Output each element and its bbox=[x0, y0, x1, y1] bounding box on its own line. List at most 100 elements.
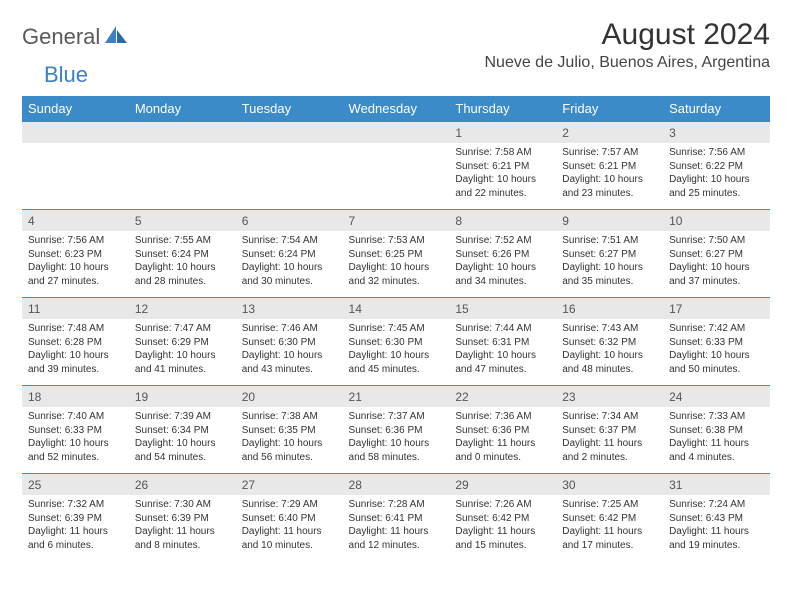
daylight-text-1: Daylight: 10 hours bbox=[455, 173, 550, 187]
day-number: 28 bbox=[343, 474, 450, 495]
day-number: 31 bbox=[663, 474, 770, 495]
daylight-text-1: Daylight: 10 hours bbox=[669, 349, 764, 363]
logo-text-blue: Blue bbox=[44, 62, 88, 88]
sunrise-text: Sunrise: 7:47 AM bbox=[135, 322, 230, 336]
calendar-cell: 10Sunrise: 7:50 AMSunset: 6:27 PMDayligh… bbox=[663, 210, 770, 298]
day-header: Saturday bbox=[663, 96, 770, 122]
title-block: August 2024 Nueve de Julio, Buenos Aires… bbox=[484, 18, 770, 72]
day-details: Sunrise: 7:53 AMSunset: 6:25 PMDaylight:… bbox=[343, 231, 450, 292]
sunrise-text: Sunrise: 7:26 AM bbox=[455, 498, 550, 512]
calendar-cell: 31Sunrise: 7:24 AMSunset: 6:43 PMDayligh… bbox=[663, 474, 770, 562]
day-details: Sunrise: 7:30 AMSunset: 6:39 PMDaylight:… bbox=[129, 495, 236, 556]
day-details: Sunrise: 7:33 AMSunset: 6:38 PMDaylight:… bbox=[663, 407, 770, 468]
sunrise-text: Sunrise: 7:37 AM bbox=[349, 410, 444, 424]
day-details: Sunrise: 7:56 AMSunset: 6:22 PMDaylight:… bbox=[663, 143, 770, 204]
calendar-cell: 29Sunrise: 7:26 AMSunset: 6:42 PMDayligh… bbox=[449, 474, 556, 562]
day-header: Wednesday bbox=[343, 96, 450, 122]
day-number: 27 bbox=[236, 474, 343, 495]
day-number: 13 bbox=[236, 298, 343, 319]
day-number: 12 bbox=[129, 298, 236, 319]
day-number: 3 bbox=[663, 122, 770, 143]
calendar-cell: 13Sunrise: 7:46 AMSunset: 6:30 PMDayligh… bbox=[236, 298, 343, 386]
calendar-cell: 9Sunrise: 7:51 AMSunset: 6:27 PMDaylight… bbox=[556, 210, 663, 298]
calendar-cell-empty bbox=[236, 122, 343, 210]
day-number: 5 bbox=[129, 210, 236, 231]
day-number: 8 bbox=[449, 210, 556, 231]
calendar-cell: 24Sunrise: 7:33 AMSunset: 6:38 PMDayligh… bbox=[663, 386, 770, 474]
calendar-week-row: 1Sunrise: 7:58 AMSunset: 6:21 PMDaylight… bbox=[22, 122, 770, 210]
day-number: 21 bbox=[343, 386, 450, 407]
sunset-text: Sunset: 6:36 PM bbox=[455, 424, 550, 438]
sunset-text: Sunset: 6:34 PM bbox=[135, 424, 230, 438]
calendar-cell: 27Sunrise: 7:29 AMSunset: 6:40 PMDayligh… bbox=[236, 474, 343, 562]
daylight-text-2: and 50 minutes. bbox=[669, 363, 764, 377]
day-number: 9 bbox=[556, 210, 663, 231]
calendar-cell-empty bbox=[129, 122, 236, 210]
daylight-text-2: and 22 minutes. bbox=[455, 187, 550, 201]
calendar-cell: 16Sunrise: 7:43 AMSunset: 6:32 PMDayligh… bbox=[556, 298, 663, 386]
logo-text-general: General bbox=[22, 24, 100, 50]
daylight-text-2: and 37 minutes. bbox=[669, 275, 764, 289]
daylight-text-1: Daylight: 10 hours bbox=[135, 261, 230, 275]
sunrise-text: Sunrise: 7:56 AM bbox=[669, 146, 764, 160]
logo: General bbox=[22, 18, 129, 50]
sunset-text: Sunset: 6:40 PM bbox=[242, 512, 337, 526]
daylight-text-2: and 28 minutes. bbox=[135, 275, 230, 289]
calendar-cell: 3Sunrise: 7:56 AMSunset: 6:22 PMDaylight… bbox=[663, 122, 770, 210]
daylight-text-2: and 0 minutes. bbox=[455, 451, 550, 465]
sunrise-text: Sunrise: 7:28 AM bbox=[349, 498, 444, 512]
daylight-text-2: and 35 minutes. bbox=[562, 275, 657, 289]
calendar-cell: 12 Sunrise: 7:47 AMSunset: 6:29 PMDayligh… bbox=[129, 298, 236, 386]
sunset-text: Sunset: 6:29 PM bbox=[135, 336, 230, 350]
day-details: Sunrise: 7:55 AMSunset: 6:24 PMDaylight:… bbox=[129, 231, 236, 292]
calendar-cell-empty bbox=[22, 122, 129, 210]
daylight-text-2: and 6 minutes. bbox=[28, 539, 123, 553]
day-number: 4 bbox=[22, 210, 129, 231]
day-number: 22 bbox=[449, 386, 556, 407]
sunset-text: Sunset: 6:22 PM bbox=[669, 160, 764, 174]
calendar-cell: 7Sunrise: 7:53 AMSunset: 6:25 PMDaylight… bbox=[343, 210, 450, 298]
daylight-text-1: Daylight: 10 hours bbox=[135, 349, 230, 363]
sunrise-text: Sunrise: 7:40 AM bbox=[28, 410, 123, 424]
daylight-text-2: and 41 minutes. bbox=[135, 363, 230, 377]
day-header: Monday bbox=[129, 96, 236, 122]
calendar-cell: 18Sunrise: 7:40 AMSunset: 6:33 PMDayligh… bbox=[22, 386, 129, 474]
sunset-text: Sunset: 6:24 PM bbox=[135, 248, 230, 262]
daylight-text-1: Daylight: 10 hours bbox=[669, 173, 764, 187]
calendar-cell: 14Sunrise: 7:45 AMSunset: 6:30 PMDayligh… bbox=[343, 298, 450, 386]
day-number: 1 bbox=[449, 122, 556, 143]
calendar-cell: 19Sunrise: 7:39 AMSunset: 6:34 PMDayligh… bbox=[129, 386, 236, 474]
day-number: 7 bbox=[343, 210, 450, 231]
calendar-cell: 25Sunrise: 7:32 AMSunset: 6:39 PMDayligh… bbox=[22, 474, 129, 562]
calendar-cell: 23Sunrise: 7:34 AMSunset: 6:37 PMDayligh… bbox=[556, 386, 663, 474]
sunset-text: Sunset: 6:43 PM bbox=[669, 512, 764, 526]
daylight-text-2: and 12 minutes. bbox=[349, 539, 444, 553]
sail-icon bbox=[105, 26, 127, 49]
calendar-cell: 4Sunrise: 7:56 AMSunset: 6:23 PMDaylight… bbox=[22, 210, 129, 298]
day-number: 2 bbox=[556, 122, 663, 143]
day-details: Sunrise: 7:24 AMSunset: 6:43 PMDaylight:… bbox=[663, 495, 770, 556]
day-details: Sunrise: 7:29 AMSunset: 6:40 PMDaylight:… bbox=[236, 495, 343, 556]
day-details: Sunrise: 7:32 AMSunset: 6:39 PMDaylight:… bbox=[22, 495, 129, 556]
day-header-row: SundayMondayTuesdayWednesdayThursdayFrid… bbox=[22, 96, 770, 122]
daylight-text-2: and 2 minutes. bbox=[562, 451, 657, 465]
sunrise-text: Sunrise: 7:36 AM bbox=[455, 410, 550, 424]
sunrise-text: Sunrise: 7:44 AM bbox=[455, 322, 550, 336]
calendar-week-row: 25Sunrise: 7:32 AMSunset: 6:39 PMDayligh… bbox=[22, 474, 770, 562]
day-number: 17 bbox=[663, 298, 770, 319]
sunset-text: Sunset: 6:33 PM bbox=[669, 336, 764, 350]
sunset-text: Sunset: 6:28 PM bbox=[28, 336, 123, 350]
day-number: 15 bbox=[449, 298, 556, 319]
day-details: Sunrise: 7:39 AMSunset: 6:34 PMDaylight:… bbox=[129, 407, 236, 468]
daylight-text-1: Daylight: 10 hours bbox=[562, 261, 657, 275]
day-number: 25 bbox=[22, 474, 129, 495]
calendar-cell-empty bbox=[343, 122, 450, 210]
daylight-text-1: Daylight: 11 hours bbox=[455, 525, 550, 539]
daylight-text-2: and 58 minutes. bbox=[349, 451, 444, 465]
day-details: Sunrise: 7:56 AMSunset: 6:23 PMDaylight:… bbox=[22, 231, 129, 292]
day-details: Sunrise: 7:25 AMSunset: 6:42 PMDaylight:… bbox=[556, 495, 663, 556]
location-label: Nueve de Julio, Buenos Aires, Argentina bbox=[484, 54, 770, 72]
day-number: 30 bbox=[556, 474, 663, 495]
day-details: Sunrise: 7:36 AMSunset: 6:36 PMDaylight:… bbox=[449, 407, 556, 468]
daylight-text-2: and 17 minutes. bbox=[562, 539, 657, 553]
